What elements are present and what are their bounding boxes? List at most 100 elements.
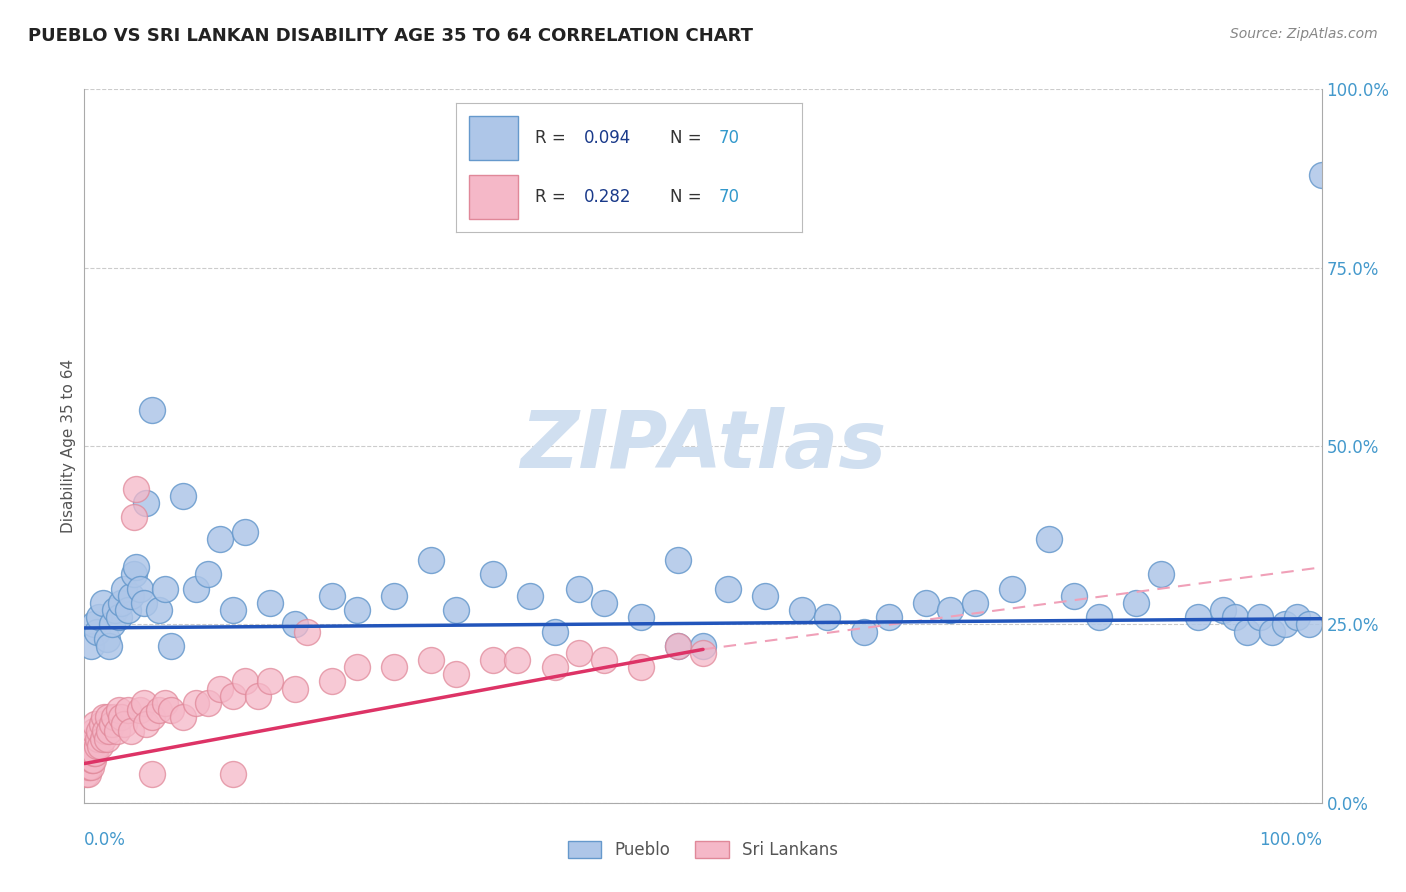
Point: [346, 660, 368, 674]
Point: [172, 710, 194, 724]
Point: [1125, 596, 1147, 610]
Point: [1310, 168, 1333, 182]
Point: [94, 724, 117, 739]
Point: [105, 724, 128, 739]
Point: [1150, 567, 1173, 582]
Point: [543, 660, 565, 674]
Point: [481, 567, 503, 582]
Point: [692, 646, 714, 660]
Point: [135, 496, 157, 510]
Point: [132, 596, 155, 610]
Point: [100, 617, 122, 632]
Point: [790, 603, 813, 617]
Point: [112, 582, 135, 596]
Point: [222, 603, 245, 617]
Point: [108, 703, 131, 717]
Point: [419, 653, 441, 667]
Point: [89, 739, 111, 753]
Point: [84, 746, 107, 760]
Point: [321, 674, 343, 689]
Point: [104, 603, 127, 617]
Point: [83, 724, 105, 739]
Point: [87, 731, 110, 746]
Point: [543, 624, 565, 639]
Point: [148, 703, 170, 717]
Point: [666, 639, 689, 653]
Point: [346, 603, 368, 617]
Point: [1285, 610, 1308, 624]
Point: [79, 639, 101, 653]
Text: PUEBLO VS SRI LANKAN DISABILITY AGE 35 TO 64 CORRELATION CHART: PUEBLO VS SRI LANKAN DISABILITY AGE 35 T…: [28, 27, 754, 45]
Point: [141, 403, 163, 417]
Point: [86, 739, 108, 753]
Point: [125, 560, 148, 574]
Point: [90, 717, 112, 731]
Point: [1212, 603, 1234, 617]
Point: [259, 596, 281, 610]
Point: [108, 610, 131, 624]
Point: [83, 746, 105, 760]
Point: [153, 582, 176, 596]
Text: 0.0%: 0.0%: [84, 831, 127, 849]
Point: [83, 617, 105, 632]
Point: [96, 632, 118, 646]
Point: [148, 603, 170, 617]
Point: [593, 596, 616, 610]
Y-axis label: Disability Age 35 to 64: Disability Age 35 to 64: [60, 359, 76, 533]
Point: [1187, 610, 1209, 624]
Point: [160, 639, 183, 653]
Point: [77, 746, 100, 760]
Point: [98, 724, 121, 739]
Point: [197, 567, 219, 582]
Point: [86, 624, 108, 639]
Point: [135, 717, 157, 731]
Point: [519, 589, 541, 603]
Point: [666, 553, 689, 567]
Point: [852, 624, 875, 639]
Text: Source: ZipAtlas.com: Source: ZipAtlas.com: [1230, 27, 1378, 41]
Point: [77, 767, 100, 781]
Point: [1261, 624, 1284, 639]
Point: [444, 603, 467, 617]
Point: [100, 717, 122, 731]
Point: [120, 589, 142, 603]
Point: [82, 753, 104, 767]
Point: [295, 624, 318, 639]
Point: [141, 710, 163, 724]
Point: [419, 553, 441, 567]
Point: [97, 710, 120, 724]
Point: [93, 710, 115, 724]
Point: [184, 582, 207, 596]
Point: [692, 639, 714, 653]
Point: [815, 610, 838, 624]
Point: [233, 524, 256, 539]
Point: [1038, 532, 1060, 546]
Point: [76, 753, 98, 767]
Point: [1001, 582, 1024, 596]
Point: [1274, 617, 1296, 632]
Point: [110, 710, 132, 724]
Point: [91, 596, 114, 610]
Point: [877, 610, 900, 624]
Point: [965, 596, 987, 610]
Point: [209, 681, 232, 696]
Point: [209, 532, 232, 546]
Point: [939, 603, 962, 617]
Point: [120, 724, 142, 739]
Point: [117, 703, 139, 717]
Point: [754, 589, 776, 603]
Point: [98, 639, 121, 653]
Legend: Pueblo, Sri Lankans: Pueblo, Sri Lankans: [561, 834, 845, 866]
Point: [184, 696, 207, 710]
Point: [129, 703, 152, 717]
Point: [79, 739, 101, 753]
Point: [132, 696, 155, 710]
Point: [91, 731, 114, 746]
Point: [444, 667, 467, 681]
Point: [160, 703, 183, 717]
Point: [112, 717, 135, 731]
Point: [141, 767, 163, 781]
Point: [129, 582, 152, 596]
Point: [233, 674, 256, 689]
Point: [382, 589, 405, 603]
